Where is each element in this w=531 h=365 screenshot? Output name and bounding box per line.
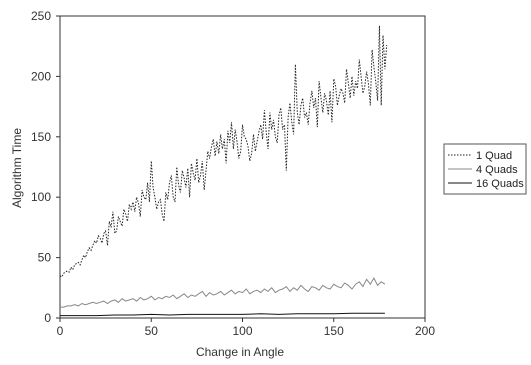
series-line-4-quads <box>60 277 386 308</box>
y-tick-label: 200 <box>31 69 51 83</box>
x-tick-label: 200 <box>415 324 435 338</box>
y-axis-label: Algorithm Time <box>10 128 24 208</box>
series-layer <box>59 25 388 317</box>
y-tick-label: 250 <box>31 9 51 23</box>
y-tick-label: 50 <box>38 251 52 265</box>
tick-labels: 0 50 100 150 200 0 50 100 150 200 250 <box>31 9 435 338</box>
legend-label-16-quads: 16 Quads <box>476 178 524 190</box>
series-line-1-quad <box>59 25 388 278</box>
plot-frame <box>59 15 426 319</box>
x-tick-label: 0 <box>57 324 64 338</box>
x-tick-label: 100 <box>232 324 252 338</box>
axes <box>59 15 426 319</box>
y-tick-label: 150 <box>31 130 51 144</box>
x-axis-label: Change in Angle <box>196 345 284 359</box>
x-tick-label: 50 <box>145 324 159 338</box>
legend-label-1-quad: 1 Quad <box>476 150 512 162</box>
legend: 1 Quad 4 Quads 16 Quads <box>443 143 527 195</box>
y-tick-label: 0 <box>44 311 51 325</box>
y-tick-label: 100 <box>31 190 51 204</box>
legend-label-4-quads: 4 Quads <box>476 164 518 176</box>
x-tick-label: 150 <box>324 324 344 338</box>
series-line-16-quads <box>60 312 385 317</box>
